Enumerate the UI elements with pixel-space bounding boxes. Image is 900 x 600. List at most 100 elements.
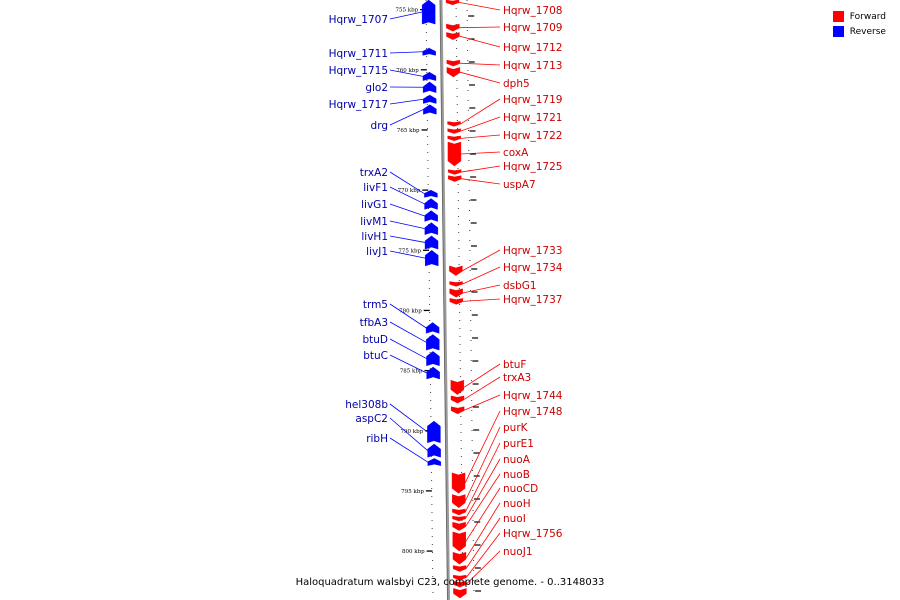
genome-backbone-edge [439,0,448,600]
forward-gene-19 [452,494,466,509]
reverse-gene-label: livG1 [361,199,388,211]
forward-gene-label: Hqrw_1748 [503,406,562,418]
forward-leader-line [460,116,501,132]
forward-leader-line [461,165,501,173]
forward-gene-8 [447,141,462,167]
reverse-gene-15 [426,366,440,380]
scale-tick-label: 770 kbp [398,188,421,194]
forward-leader-line [461,178,501,185]
reverse-gene-14 [426,351,440,367]
reverse-gene-label: livF1 [363,182,388,194]
forward-gene-label: dph5 [503,78,530,90]
forward-leader-line [464,410,501,484]
scale-tick-label: 765 kbp [397,128,420,134]
reverse-gene-label: ribH [366,433,388,445]
scale-tick-label: 790 kbp [401,429,424,435]
reverse-gene-label: trm5 [363,299,388,311]
map-title: Haloquadratum walsbyi C23, complete geno… [295,577,605,588]
reverse-gene-label: hel308b [345,399,388,411]
reverse-leader-line [389,203,425,217]
forward-gene-27 [453,580,467,588]
forward-gene-4 [446,67,461,78]
forward-leader-line [460,98,501,125]
forward-gene-7 [447,135,461,141]
reverse-gene-label: livH1 [361,231,388,243]
forward-gene-28 [453,588,467,599]
forward-gene-18 [451,472,466,494]
forward-gene-23 [452,531,466,552]
forward-leader-line [460,134,501,139]
forward-gene-6 [447,128,461,134]
reverse-gene-label: btuC [363,350,388,362]
reverse-leader-line [389,303,427,329]
forward-leader-line [459,71,501,84]
forward-gene-26 [453,574,467,581]
forward-leader-line [465,487,501,542]
forward-gene-label: Hqrw_1708 [503,5,562,17]
forward-leader-line [463,363,501,388]
forward-gene-label: purK [503,422,529,434]
forward-gene-14 [449,298,463,305]
forward-gene-label: Hqrw_1725 [503,161,562,173]
reverse-leader-line [389,69,424,77]
forward-gene-label: Hqrw_1709 [503,22,562,34]
forward-leader-line [462,284,501,294]
forward-gene-label: nuoJ1 [503,546,533,558]
forward-gene-label: btuF [503,359,526,371]
forward-gene-1 [446,23,460,32]
forward-leader-line [465,532,501,578]
scale-tick-label: 785 kbp [400,369,423,375]
reverse-gene-label: livJ1 [366,246,388,258]
forward-leader-line [463,394,501,411]
reverse-gene-18 [427,458,441,466]
forward-gene-label: Hqrw_1721 [503,112,562,124]
reverse-gene-label: Hqrw_1717 [329,99,388,111]
reverse-leader-line [389,171,425,195]
scale-tick-label: 755 kbp [395,8,418,14]
forward-gene-10 [448,175,462,182]
forward-gene-label: nuoA [503,454,531,466]
reverse-leader-line [389,417,428,451]
forward-swatch [832,11,844,22]
forward-gene-13 [449,288,463,298]
reverse-gene-label: aspC2 [355,413,388,425]
forward-leader-line [459,26,501,29]
reverse-gene-label: Hqrw_1715 [329,65,388,77]
forward-gene-label: purE1 [503,438,534,450]
forward-gene-label: Hqrw_1719 [503,94,562,106]
reverse-swatch [832,26,844,37]
forward-gene-12 [449,281,463,287]
forward-leader-line [462,249,501,272]
scale-tick-label: 775 kbp [398,248,421,254]
forward-leader-line [465,442,501,513]
reverse-leader-line [389,235,426,243]
forward-gene-label: Hqrw_1712 [503,42,562,54]
forward-gene-24 [452,552,467,565]
reverse-gene-17 [427,443,441,458]
forward-gene-label: Hqrw_1733 [503,245,562,257]
forward-leader-line [465,458,501,519]
reverse-gene-label: tfbA3 [360,317,388,329]
reverse-gene-7 [424,198,438,210]
forward-gene-0 [445,0,460,6]
reverse-gene-10 [424,235,439,250]
forward-gene-label: dsbG1 [503,280,537,292]
reverse-gene-8 [424,210,438,222]
legend-label-forward: Forward [849,11,886,22]
forward-gene-label: Hqrw_1737 [503,294,562,306]
forward-gene-22 [452,521,466,531]
forward-leader-line [462,298,501,302]
forward-leader-line [459,62,501,66]
forward-gene-25 [452,565,467,572]
legend-label-reverse: Reverse [849,26,886,37]
reverse-leader-line [389,250,426,259]
scale-tick-label: 795 kbp [401,489,424,495]
reverse-gene-label: Hqrw_1711 [329,48,388,60]
forward-leader-line [466,550,501,585]
forward-leader-line [462,266,501,285]
reverse-gene-label: livM1 [360,216,388,228]
reverse-gene-label: glo2 [365,82,388,94]
reverse-gene-3 [422,81,437,93]
reverse-leader-line [389,437,428,463]
forward-guide-line-outer [466,0,475,600]
